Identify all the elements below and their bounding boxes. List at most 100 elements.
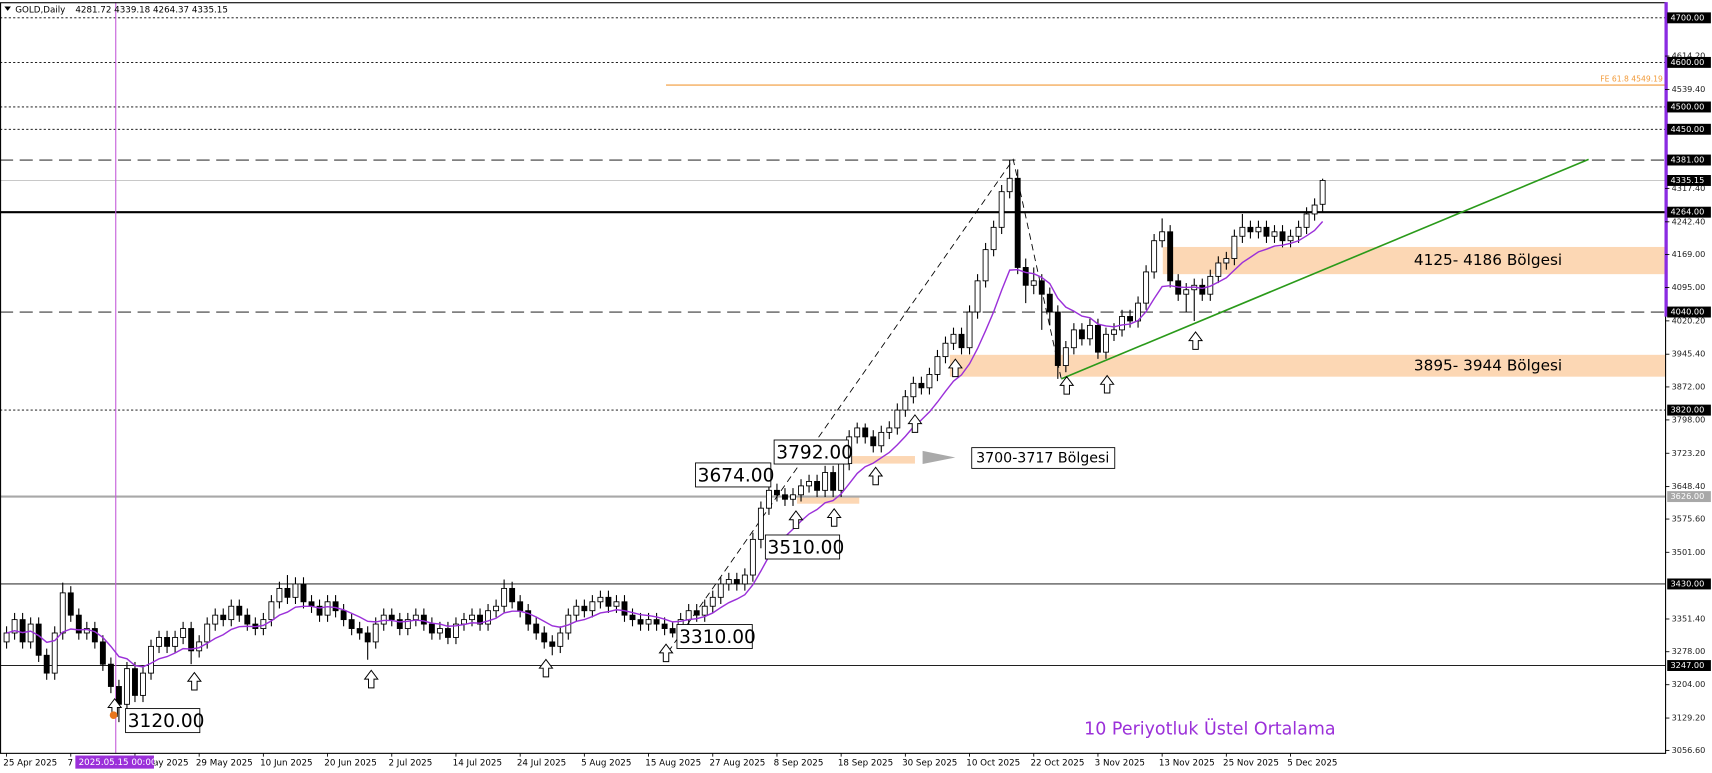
y-tick-label: 4317.40 (1672, 183, 1706, 193)
candle-body (493, 605, 500, 612)
up-arrow (658, 643, 674, 663)
up-arrow (107, 697, 123, 717)
candle-body (653, 619, 660, 625)
y-tick-label: 3872.00 (1672, 381, 1706, 391)
candle-body (212, 614, 219, 625)
candle-body (469, 614, 475, 621)
candle-body (1215, 262, 1222, 277)
level-label-box (1667, 660, 1711, 671)
candle-body (1303, 213, 1310, 228)
candle-body (990, 226, 997, 251)
candle-body (244, 614, 251, 625)
candle-body (1295, 226, 1302, 237)
y-tick-label: 3648.40 (1672, 481, 1706, 491)
x-tick-label: 15 Aug 2025 (645, 759, 701, 769)
candle-body (316, 605, 323, 616)
up-arrow (826, 507, 842, 527)
candle-body (1231, 235, 1238, 259)
candle-body (1094, 324, 1101, 353)
candle-body (717, 583, 724, 598)
candle-body (749, 538, 756, 576)
x-tick-label: 10 Jun 2025 (260, 759, 312, 769)
candle-body (998, 191, 1005, 228)
up-arrow (868, 466, 884, 486)
candle-body (573, 605, 580, 616)
candle-body (669, 628, 676, 634)
candle-body (123, 668, 130, 705)
candle-body (1006, 177, 1013, 193)
candle-body (533, 623, 540, 634)
candle-body (765, 489, 772, 509)
candle-body (549, 641, 556, 647)
candle-body (348, 619, 355, 629)
candle-body (910, 382, 917, 398)
x-tick-label: 25 Apr 2025 (3, 759, 57, 769)
candle-body (1046, 293, 1053, 313)
fibo-label: FE 61.8 4549.19 (1600, 75, 1663, 84)
y-tick-label: 3129.20 (1672, 713, 1706, 723)
level-label-box (1667, 206, 1711, 218)
price-axis: 3056.60 3129.20 3204.00 3278.00 3351.40 3501.… (1665, 12, 1711, 755)
candle-body (822, 472, 829, 491)
x-tick-label: 13 Nov 2025 (1159, 759, 1215, 769)
price-note: 3310.00 (679, 627, 756, 648)
candle-body (180, 628, 187, 638)
candle-body (974, 280, 981, 313)
y-tick-label: 3723.20 (1672, 448, 1706, 458)
candle-body (637, 619, 644, 625)
candle-body (1247, 226, 1254, 233)
y-tick-label: 4095.00 (1672, 282, 1706, 292)
candle-body (51, 632, 58, 674)
up-arrow (907, 414, 923, 433)
candles (3, 160, 1326, 723)
candle-body (830, 472, 837, 491)
price-note-box (125, 708, 201, 734)
candle-body (364, 632, 371, 643)
candle-body (11, 619, 18, 634)
candle-body (172, 637, 179, 647)
candle-body (557, 632, 564, 647)
level-label-box (1667, 578, 1711, 590)
candle-body (886, 427, 893, 433)
candle-body (581, 605, 588, 612)
level-label: 3247.00 (1670, 660, 1704, 670)
zone-label: 3700-3717 Bölgesi (976, 451, 1109, 467)
candle-body (268, 601, 275, 621)
candle-body (300, 583, 307, 603)
x-tick-label: 10 Oct 2025 (966, 759, 1020, 769)
candle-body (878, 431, 885, 447)
price-note: 3674.00 (698, 466, 775, 487)
candle-body (814, 480, 821, 491)
zones (797, 246, 1666, 504)
candle-body (356, 628, 363, 634)
candle-body (798, 485, 804, 496)
candle-body (75, 614, 82, 634)
candle-body (854, 427, 861, 438)
candle-body (276, 587, 283, 603)
y-tick-label: 3056.60 (1672, 745, 1706, 755)
level-label: 4040.00 (1670, 307, 1704, 317)
candle-body (982, 249, 989, 282)
x-tick-label: 20 Jun 2025 (324, 759, 376, 769)
candle-body (782, 494, 788, 500)
x-tick-label: 14 Jul 2025 (453, 759, 502, 769)
candle-body (525, 610, 532, 625)
candle-body (902, 396, 909, 411)
price-note-box (773, 439, 849, 465)
zone (797, 496, 860, 504)
symbol-title: GOLD,Daily (15, 5, 65, 15)
candle-body (27, 623, 34, 643)
candle-body (1319, 180, 1326, 205)
crosshair-label: 2025.05.15 00:00 (79, 758, 157, 768)
level-label: 4500.00 (1670, 101, 1704, 111)
candle-body (966, 311, 973, 349)
level-label-box (1667, 123, 1711, 135)
candle-body (19, 619, 26, 643)
candle-body (324, 601, 331, 616)
candle-body (862, 427, 869, 438)
legend-ema: 10 Periyotluk Üstel Ortalama (1084, 717, 1335, 739)
candle-body (164, 637, 171, 647)
candle-body (790, 494, 796, 500)
